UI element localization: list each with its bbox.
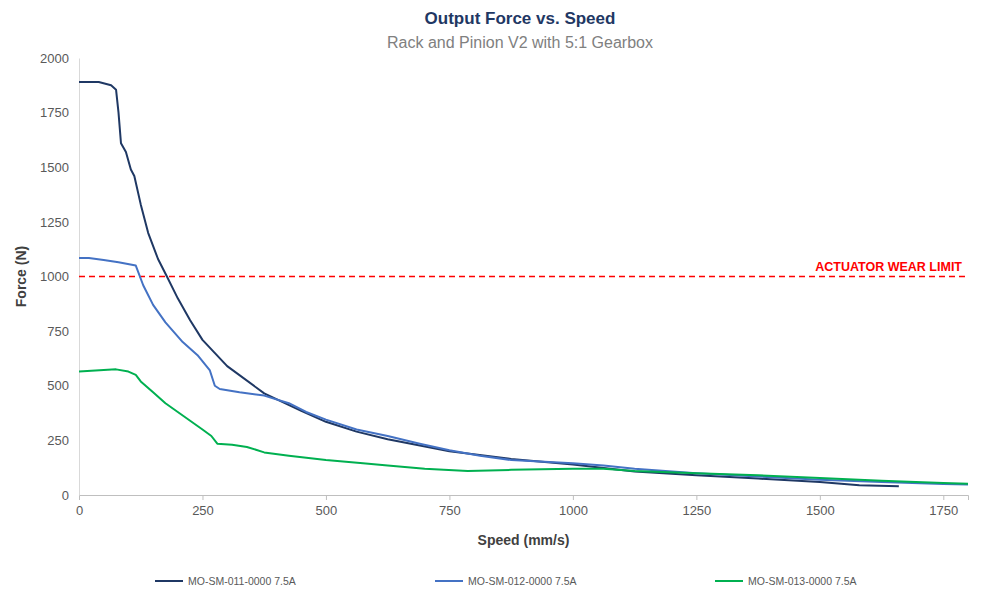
x-axis-title: Speed (mm/s) xyxy=(478,532,570,548)
chart-subtitle: Rack and Pinion V2 with 5:1 Gearbox xyxy=(387,34,653,51)
x-tick: 0 xyxy=(76,495,83,518)
y-tick-label: 1500 xyxy=(40,160,69,175)
y-axis: 0 250 500 750 1000 1250 1500 1750 2000 xyxy=(40,51,79,503)
series-line xyxy=(79,258,968,485)
legend-label: MO-SM-013-0000 7.5A xyxy=(748,575,857,587)
y-tick-label: 1250 xyxy=(40,215,69,230)
x-tick-label: 0 xyxy=(76,503,83,518)
x-tick: 1250 xyxy=(682,495,711,518)
y-tick-label: 1750 xyxy=(40,105,69,120)
reference-line xyxy=(79,276,968,278)
legend-item: MO-SM-012-0000 7.5A xyxy=(435,575,577,587)
x-tick: 1000 xyxy=(559,495,588,518)
chart-title: Output Force vs. Speed xyxy=(425,9,616,28)
x-tick: 750 xyxy=(439,495,461,518)
x-axis-line xyxy=(80,496,969,501)
legend-swatch xyxy=(715,580,743,582)
x-axis: 0 250 500 750 1000 1250 1500 1750 xyxy=(76,495,969,518)
series-line xyxy=(79,369,968,483)
annotation-label: ACTUATOR WEAR LIMIT xyxy=(815,260,962,274)
y-tick: 2000 xyxy=(40,51,79,66)
x-tick-mark xyxy=(449,495,450,500)
y-tick-label: 0 xyxy=(62,488,69,503)
series-line xyxy=(79,82,899,486)
legend-label: MO-SM-011-0000 7.5A xyxy=(188,575,296,587)
x-tick-label: 1250 xyxy=(682,503,711,518)
x-tick-mark xyxy=(943,495,944,500)
x-tick-mark xyxy=(573,495,574,500)
x-tick-label: 1750 xyxy=(929,503,958,518)
y-tick: 1500 xyxy=(40,160,79,175)
x-tick: 250 xyxy=(192,495,214,518)
x-tick-mark xyxy=(79,495,80,500)
y-tick-label: 750 xyxy=(47,324,69,339)
x-tick: 1500 xyxy=(806,495,835,518)
page: html, body { margin: 0; padding: 0; back… xyxy=(0,0,1000,608)
page-body: 0 250 500 750 1000 1250 1500 1750 0 250 500 750 1000… xyxy=(0,0,1000,608)
legend-item: MO-SM-013-0000 7.5A xyxy=(715,575,857,587)
legend: MO-SM-011-0000 7.5A MO-SM-012-0000 7.5A MO… xyxy=(155,575,857,587)
y-tick: 0 xyxy=(62,488,79,503)
legend-swatch xyxy=(435,580,463,582)
legend-swatch xyxy=(155,580,183,582)
y-tick: 1250 xyxy=(40,215,79,230)
y-tick-label: 2000 xyxy=(40,51,69,66)
y-tick: 1750 xyxy=(40,105,79,120)
chart-svg: 0 250 500 750 1000 1250 1500 1750 0 250 500 750 1000… xyxy=(0,0,1000,608)
x-tick-label: 1500 xyxy=(806,503,835,518)
x-tick: 500 xyxy=(316,495,338,518)
plot-area xyxy=(79,82,968,486)
x-tick-mark xyxy=(820,495,821,500)
x-tick-mark xyxy=(326,495,327,500)
x-tick: 1750 xyxy=(929,495,958,518)
x-tick-mark xyxy=(202,495,203,500)
y-tick: 500 xyxy=(47,378,79,393)
y-tick-label: 500 xyxy=(47,378,69,393)
legend-item: MO-SM-011-0000 7.5A xyxy=(155,575,296,587)
x-tick-label: 500 xyxy=(316,503,338,518)
y-tick: 750 xyxy=(47,324,79,339)
x-tick-mark xyxy=(696,495,697,500)
y-tick-label: 1000 xyxy=(40,269,69,284)
y-axis-title: Force (N) xyxy=(13,246,29,307)
legend-label: MO-SM-012-0000 7.5A xyxy=(468,575,577,587)
chart-container: 0 250 500 750 1000 1250 1500 1750 0 250 500 750 1000… xyxy=(0,0,1000,608)
x-tick-label: 1000 xyxy=(559,503,588,518)
y-tick: 250 xyxy=(47,433,79,448)
y-tick-label: 250 xyxy=(47,433,69,448)
x-tick-label: 250 xyxy=(192,503,214,518)
y-tick: 1000 xyxy=(40,269,79,284)
x-tick-label: 750 xyxy=(439,503,461,518)
